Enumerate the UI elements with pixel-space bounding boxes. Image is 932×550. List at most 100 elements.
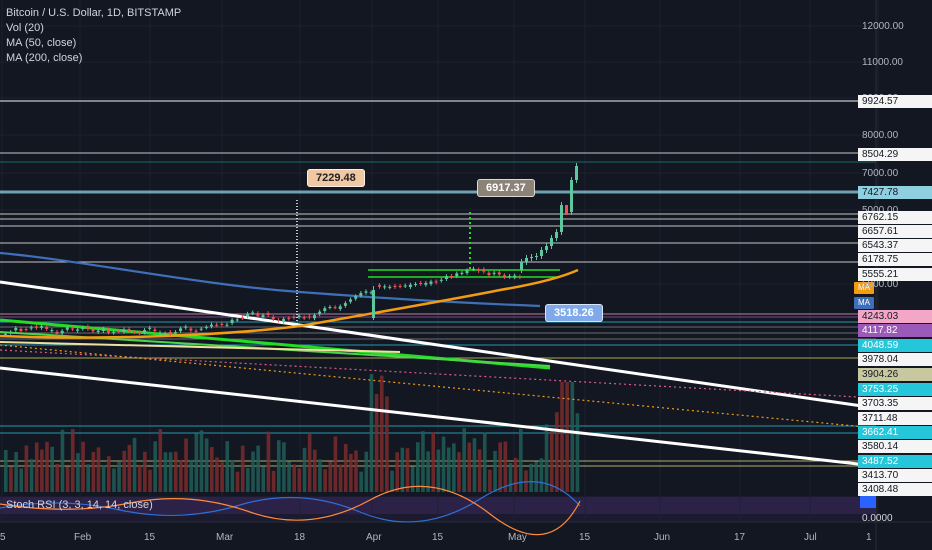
ma50-indicator-label[interactable]: MA (50, close) bbox=[6, 37, 77, 49]
price-tick-6: 5000.00 bbox=[862, 279, 899, 290]
time-tick-1: Feb bbox=[74, 532, 92, 543]
time-tick-4: 18 bbox=[294, 532, 306, 543]
candle-body-90 bbox=[465, 270, 469, 274]
candle-body-12 bbox=[65, 327, 69, 330]
candle-body-59 bbox=[307, 316, 311, 318]
price-label-1: 8504.29 bbox=[858, 148, 932, 161]
price-tick-4: 7000.00 bbox=[862, 168, 899, 179]
volume-bar-60 bbox=[313, 449, 317, 492]
volume-bar-48 bbox=[251, 451, 255, 492]
stoch-rsi-label[interactable]: Stoch RSI (3, 3, 14, 14, close) bbox=[6, 499, 153, 511]
volume-bar-20 bbox=[107, 456, 111, 492]
candle-body-74 bbox=[383, 286, 387, 288]
volume-bar-59 bbox=[307, 434, 312, 492]
volume-bar-50 bbox=[261, 466, 266, 492]
volume-bar-43 bbox=[225, 441, 230, 492]
candle-body-48 bbox=[251, 312, 255, 314]
volume-bar-62 bbox=[323, 469, 327, 492]
price-label-17: 3580.14 bbox=[858, 440, 932, 453]
candle-body-54 bbox=[282, 318, 286, 322]
price-label-18: 3487.52 bbox=[858, 455, 932, 468]
volume-bar-104 bbox=[539, 458, 544, 492]
volume-bar-25 bbox=[132, 437, 137, 492]
volume-bar-105 bbox=[544, 424, 549, 492]
price-label-12: 3904.26 bbox=[858, 368, 932, 381]
candle-body-13 bbox=[70, 328, 74, 330]
candle-body-35 bbox=[184, 326, 188, 328]
candle-body-28 bbox=[148, 327, 152, 329]
volume-bar-108 bbox=[560, 382, 564, 492]
candle-body-41 bbox=[215, 324, 219, 326]
symbol-title: Bitcoin / U.S. Dollar, 1D, BITSTAMP bbox=[6, 7, 182, 19]
volume-bar-18 bbox=[96, 447, 101, 492]
volume-bar-65 bbox=[338, 464, 343, 492]
candle-body-8 bbox=[45, 326, 49, 330]
candle-body-89 bbox=[460, 272, 464, 274]
time-tick-12: 1 bbox=[866, 532, 872, 543]
volume-bar-21 bbox=[112, 468, 116, 492]
time-tick-6: 15 bbox=[432, 532, 444, 543]
candle-body-53 bbox=[276, 319, 280, 321]
volume-bar-102 bbox=[529, 463, 533, 492]
volume-bar-53 bbox=[276, 440, 281, 492]
callout-mid[interactable]: 6917.37 bbox=[477, 179, 535, 197]
candle-body-100 bbox=[518, 276, 522, 278]
candle-body-96 bbox=[497, 272, 501, 275]
volume-bar-64 bbox=[333, 436, 338, 492]
volume-bar-51 bbox=[266, 431, 271, 492]
candle-body-30 bbox=[158, 332, 162, 334]
volume-bar-93 bbox=[482, 432, 487, 492]
candle-body-106 bbox=[545, 246, 548, 250]
candle-body-110 bbox=[565, 205, 568, 215]
volume-bar-68 bbox=[354, 450, 358, 492]
volume-bar-67 bbox=[349, 453, 353, 492]
volume-bar-15 bbox=[81, 441, 85, 492]
volume-bar-56 bbox=[292, 464, 296, 492]
time-tick-5: Apr bbox=[366, 532, 382, 543]
volume-bar-27 bbox=[143, 451, 147, 492]
volume-bar-30 bbox=[158, 429, 163, 492]
volume-bar-37 bbox=[194, 433, 199, 492]
volume-bar-77 bbox=[400, 447, 405, 492]
candle-body-107 bbox=[550, 238, 553, 246]
volume-bar-109 bbox=[565, 382, 569, 492]
callout-high[interactable]: 7229.48 bbox=[307, 169, 365, 187]
volume-bar-84 bbox=[436, 449, 441, 492]
price-label-6: 6178.75 bbox=[858, 253, 932, 266]
ma200-indicator-label[interactable]: MA (200, close) bbox=[6, 52, 83, 64]
volume-bar-4 bbox=[24, 445, 29, 492]
price-label-4: 6657.61 bbox=[858, 225, 932, 238]
volume-bar-54 bbox=[282, 442, 286, 492]
candle-body-15 bbox=[81, 327, 85, 329]
candle-body-62 bbox=[323, 308, 327, 312]
candle-body-47 bbox=[246, 313, 250, 317]
volume-bar-3 bbox=[19, 468, 24, 492]
candle-body-26 bbox=[137, 332, 141, 334]
vol-indicator-label[interactable]: Vol (20) bbox=[6, 22, 44, 34]
candle-body-109 bbox=[560, 205, 563, 232]
candle-body-66 bbox=[343, 303, 347, 306]
callout-low[interactable]: 3518.26 bbox=[545, 304, 603, 322]
trendline-lower bbox=[0, 366, 877, 468]
candle-body-98 bbox=[508, 276, 512, 278]
candle-body-21 bbox=[112, 331, 116, 333]
volume-bar-71 bbox=[369, 374, 374, 492]
volume-bar-14 bbox=[76, 453, 80, 492]
price-label-20: 3408.48 bbox=[858, 483, 932, 496]
time-tick-10: 17 bbox=[734, 532, 746, 543]
price-tick-3: 8000.00 bbox=[862, 130, 899, 141]
volume-bar-73 bbox=[379, 375, 384, 492]
volume-bar-61 bbox=[318, 459, 322, 492]
volume-bar-24 bbox=[127, 444, 132, 492]
volume-bar-7 bbox=[40, 449, 44, 492]
dotted-pink bbox=[0, 349, 877, 399]
volume-bar-12 bbox=[65, 466, 70, 492]
stoch-d-line bbox=[0, 485, 581, 536]
volume-bar-94 bbox=[488, 469, 492, 492]
volume-bar-92 bbox=[477, 449, 482, 492]
candle-body-46 bbox=[240, 317, 244, 319]
candle-body-83 bbox=[429, 281, 433, 284]
volume-bar-97 bbox=[503, 441, 508, 492]
candle-body-108 bbox=[555, 232, 558, 238]
